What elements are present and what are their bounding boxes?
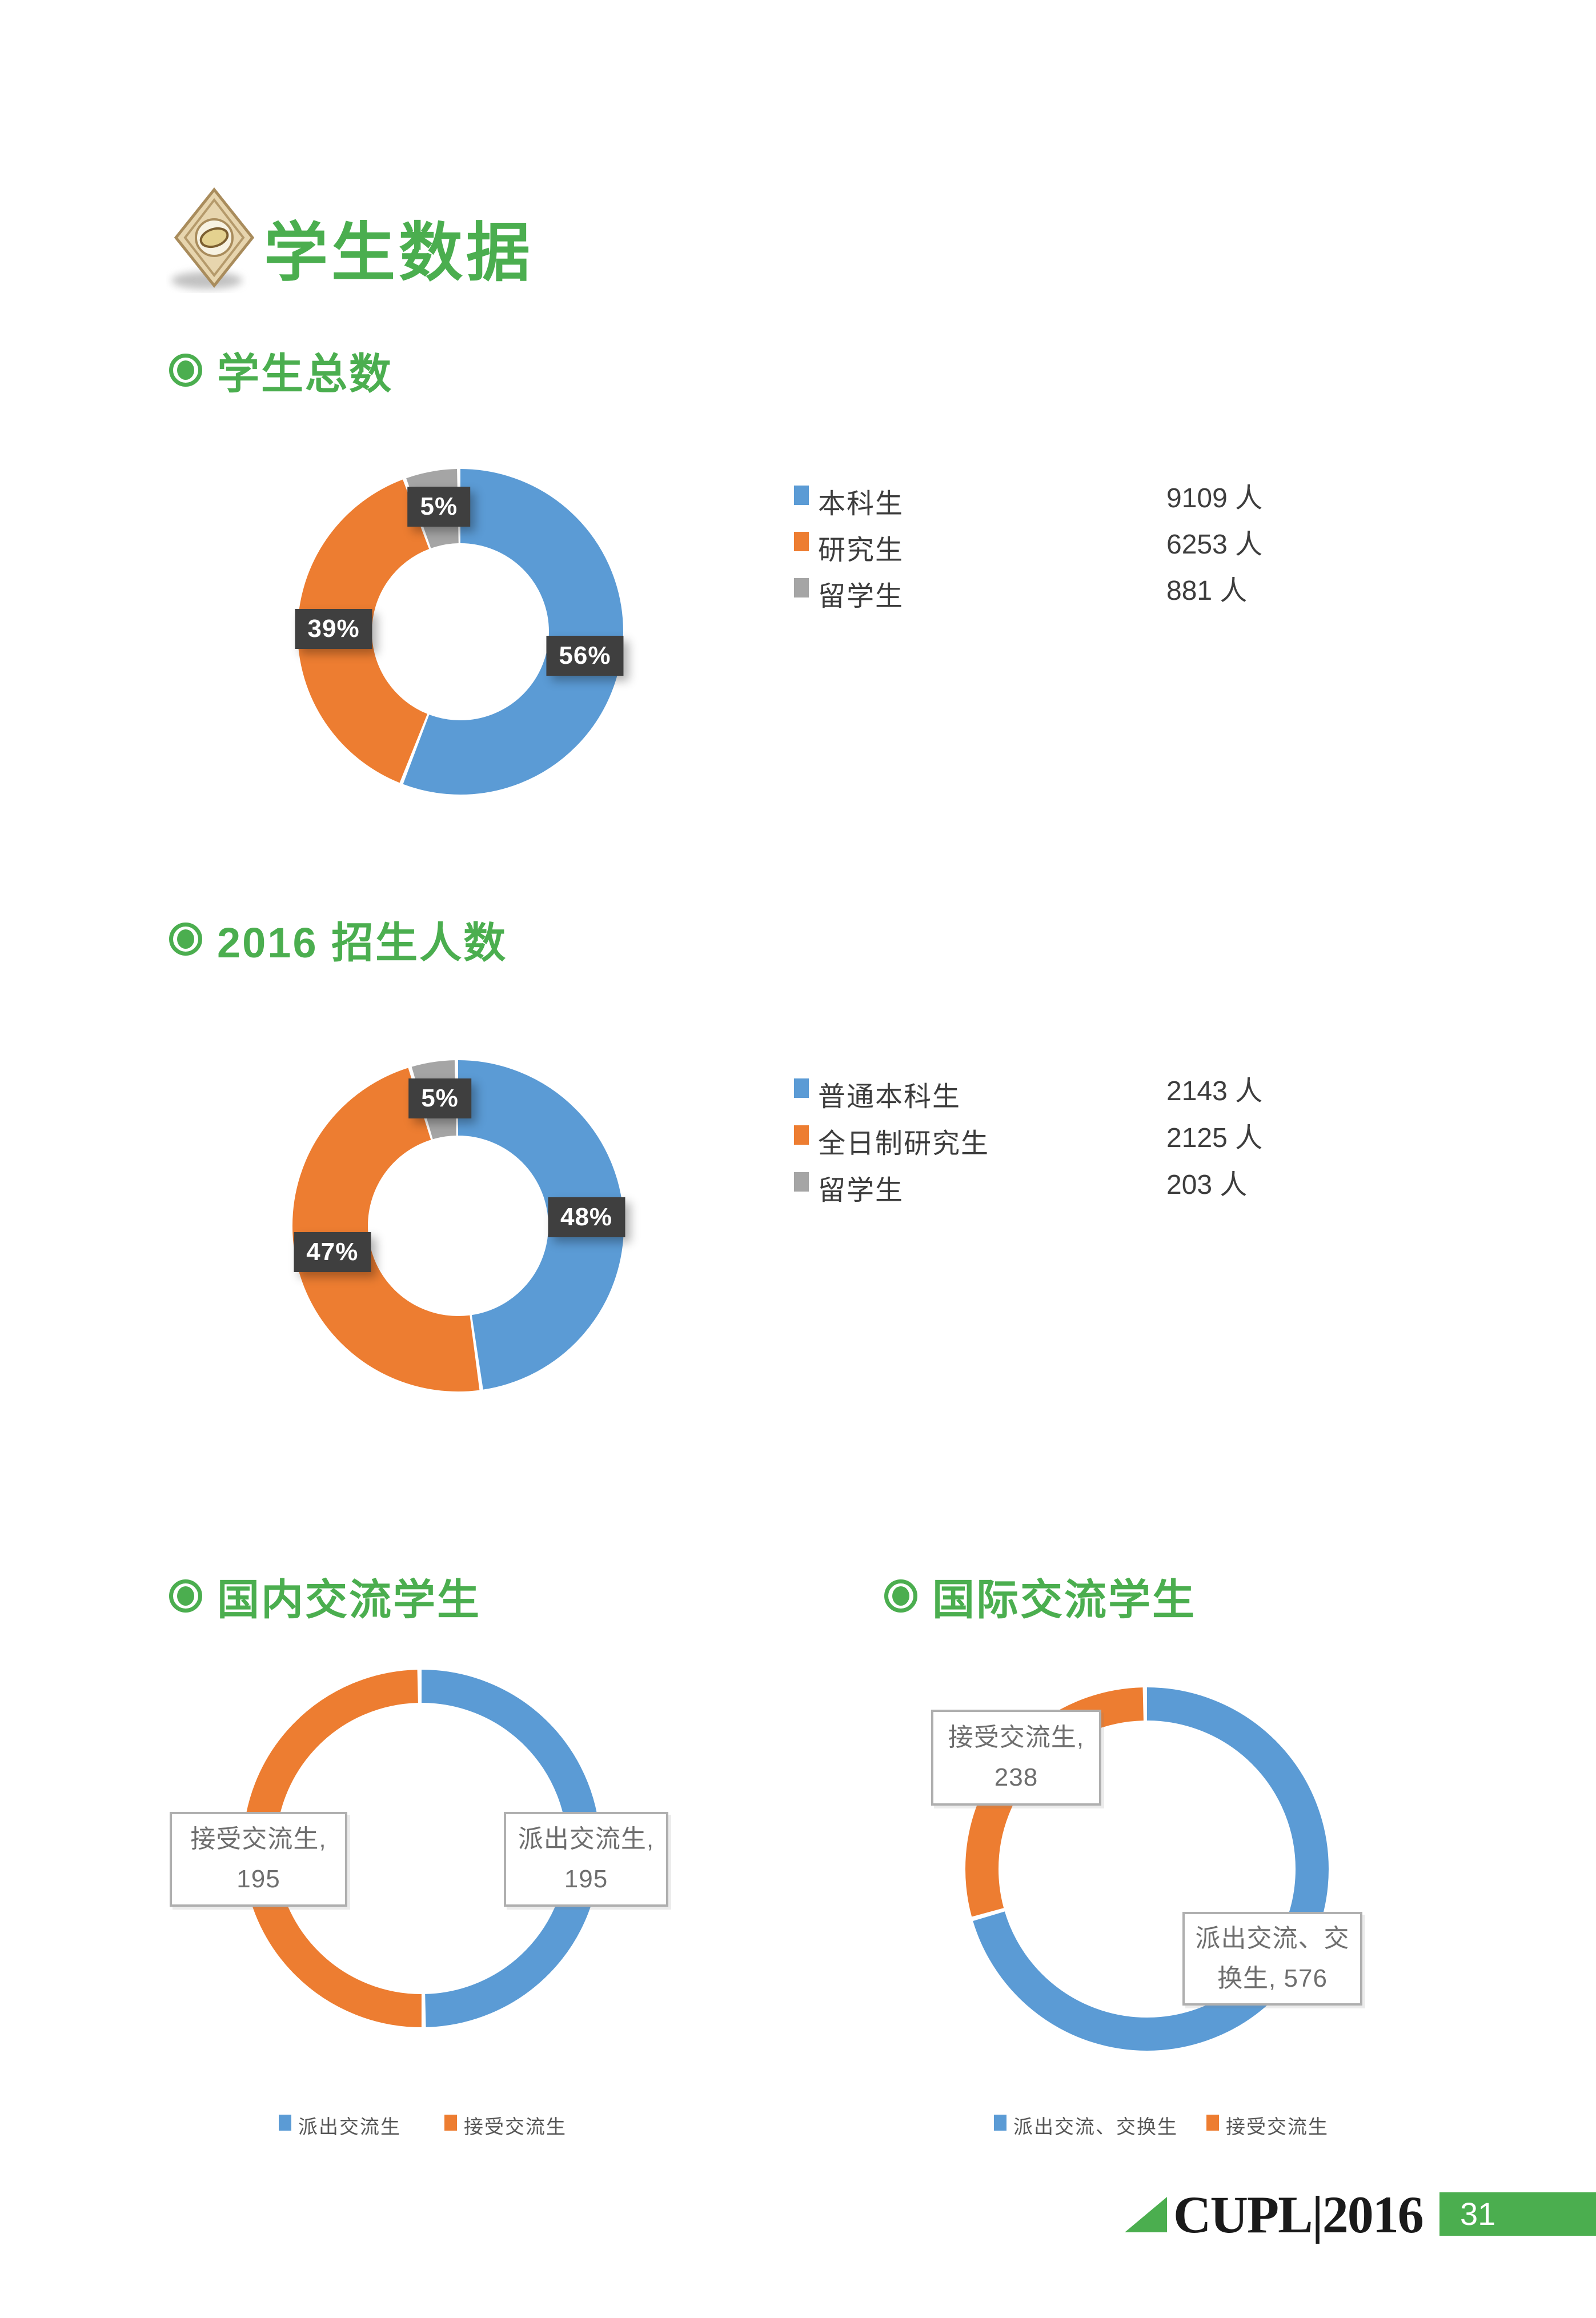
legend-swatch-orange: [444, 2115, 457, 2131]
legend-label: 本科生: [818, 489, 904, 519]
page-title: 学生数据: [264, 215, 534, 290]
section-bullet-icon: [169, 354, 202, 387]
legend-label: 留学生: [818, 1176, 904, 1206]
legend-item-receive: 接受交流生: [1206, 2111, 1329, 2139]
legend-swatch-blue: [794, 1078, 809, 1098]
callout-line2: 195: [236, 1865, 280, 1893]
footer-page-band: 31: [1439, 2192, 1596, 2236]
legend-item-graduate: 全日制研究生 2125 人: [794, 1121, 1308, 1159]
percent-label: 47%: [294, 1232, 371, 1273]
callout-line1: 接受交流生,: [948, 1723, 1085, 1751]
diamond-logo-icon: [171, 187, 255, 289]
legend-swatch-orange: [794, 532, 809, 551]
donut-slice-全日制研究生: [292, 1060, 624, 1391]
legend-label: 接受交流生: [464, 2116, 567, 2138]
legend-value: 881 人: [1166, 576, 1248, 606]
section-header-domestic: 国内交流学生: [169, 1570, 481, 1623]
legend-swatch-orange: [1206, 2115, 1219, 2131]
legend-label: 派出交流、交换生: [1013, 2116, 1178, 2138]
donut-slice-派出交流、交换生: [965, 1687, 1329, 2051]
donut-chart-enrollment: 48% 47% 5%: [270, 1037, 647, 1414]
legend-item-international: 留学生 203 人: [794, 1168, 1308, 1206]
callout-domestic-receive: 接受交流生, 195: [170, 1812, 347, 1907]
legend-value: 9109 人: [1166, 483, 1263, 514]
footer-triangle-icon: [1125, 2197, 1167, 2232]
section-heading-total: 学生总数: [217, 350, 393, 398]
section-heading-domestic: 国内交流学生: [217, 1575, 481, 1623]
section-bullet-icon: [884, 1579, 917, 1613]
legend-label: 普通本科生: [818, 1082, 961, 1112]
section-header-total: 学生总数: [169, 344, 393, 398]
percent-label: 39%: [295, 609, 372, 649]
legend-item-send: 派出交流生: [279, 2111, 401, 2139]
donut-chart-intl-svg: [965, 1687, 1329, 2051]
callout-intl-send: 派出交流、交 换生, 576: [1182, 1912, 1362, 2006]
bullet-dot: [177, 1586, 194, 1606]
legend-item-graduate: 研究生 6253 人: [794, 527, 1308, 566]
legend-swatch-blue: [994, 2115, 1006, 2131]
legend-swatch-gray: [794, 1172, 809, 1192]
legend-item-undergrad: 普通本科生 2143 人: [794, 1074, 1308, 1112]
page-number: 31: [1460, 2196, 1496, 2232]
legend-intl-exchange: 派出交流、交换生 接受交流生: [994, 2111, 1329, 2139]
callout-line1: 派出交流生,: [518, 1825, 655, 1853]
legend-label: 研究生: [818, 535, 904, 566]
legend-item-send: 派出交流、交换生: [994, 2111, 1178, 2139]
legend-item-international: 留学生 881 人: [794, 574, 1308, 612]
bullet-dot: [177, 929, 194, 949]
legend-value: 6253 人: [1166, 530, 1263, 560]
callout-line1: 接受交流生,: [190, 1825, 327, 1853]
section-bullet-icon: [169, 1579, 202, 1613]
bullet-dot: [177, 360, 194, 380]
legend-swatch-blue: [794, 486, 809, 505]
legend-item-receive: 接受交流生: [444, 2111, 567, 2139]
callout-intl-receive: 接受交流生, 238: [931, 1710, 1101, 1806]
legend-swatch-gray: [794, 578, 809, 597]
callout-line2: 换生, 576: [1217, 1964, 1328, 1992]
section-header-enroll: 2016 招生人数: [169, 913, 507, 966]
legend-value: 203 人: [1166, 1170, 1248, 1200]
donut-chart-intl-exchange: [959, 1681, 1336, 2058]
percent-label: 5%: [408, 1078, 471, 1119]
legend-item-undergrad: 本科生 9109 人: [794, 481, 1308, 519]
legend-label: 全日制研究生: [818, 1129, 990, 1159]
legend-label: 接受交流生: [1226, 2116, 1329, 2138]
percent-label: 48%: [547, 1197, 625, 1238]
donut-slice-接受交流生: [965, 1687, 1329, 2051]
legend-domestic-exchange: 派出交流生 接受交流生: [279, 2111, 567, 2139]
percent-label: 5%: [407, 487, 471, 527]
legend-label: 派出交流生: [298, 2116, 401, 2138]
legend-label: 留学生: [818, 581, 904, 612]
callout-domestic-send: 派出交流生, 195: [504, 1812, 668, 1907]
section-bullet-icon: [169, 923, 202, 956]
section-heading-intl: 国际交流学生: [932, 1575, 1196, 1623]
percent-label: 56%: [546, 636, 624, 676]
callout-line1: 派出交流、交: [1195, 1924, 1350, 1952]
callout-line2: 195: [564, 1865, 608, 1893]
legend-value: 2143 人: [1166, 1076, 1263, 1106]
callout-line2: 238: [994, 1763, 1038, 1791]
legend-value: 2125 人: [1166, 1123, 1263, 1153]
footer-brand: CUPL|2016: [1173, 2185, 1424, 2244]
section-header-intl: 国际交流学生: [884, 1570, 1196, 1623]
legend-swatch-orange: [794, 1125, 809, 1145]
donut-chart-total-students: 56% 39% 5%: [272, 443, 649, 820]
section-heading-enroll: 2016 招生人数: [217, 919, 508, 966]
bullet-dot: [892, 1586, 909, 1606]
legend-swatch-blue: [279, 2115, 291, 2131]
